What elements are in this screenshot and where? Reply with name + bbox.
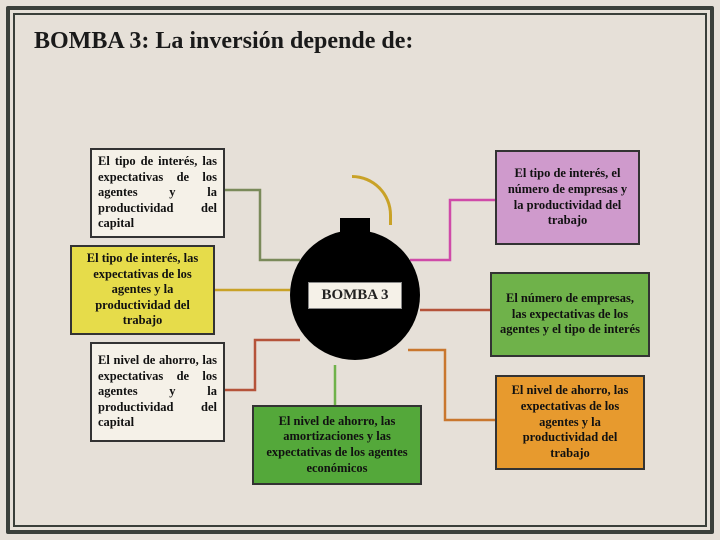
option-box-bc: El nivel de ahorro, las amortizaciones y… — [252, 405, 422, 485]
option-box-mr: El número de empresas, las expectativas … — [490, 272, 650, 357]
option-box-tl: El tipo de interés, las expectativas de … — [90, 148, 225, 238]
option-box-ml: El tipo de interés, las expectativas de … — [70, 245, 215, 335]
option-box-bl: El nivel de ahorro, las expectativas de … — [90, 342, 225, 442]
slide-title: BOMBA 3: La inversión depende de: — [34, 28, 413, 55]
option-box-br: El nivel de ahorro, las expectativas de … — [495, 375, 645, 470]
bomb-label: BOMBA 3 — [308, 282, 401, 309]
bomb-graphic: BOMBA 3 — [290, 230, 420, 360]
option-box-tr: El tipo de interés, el número de empresa… — [495, 150, 640, 245]
